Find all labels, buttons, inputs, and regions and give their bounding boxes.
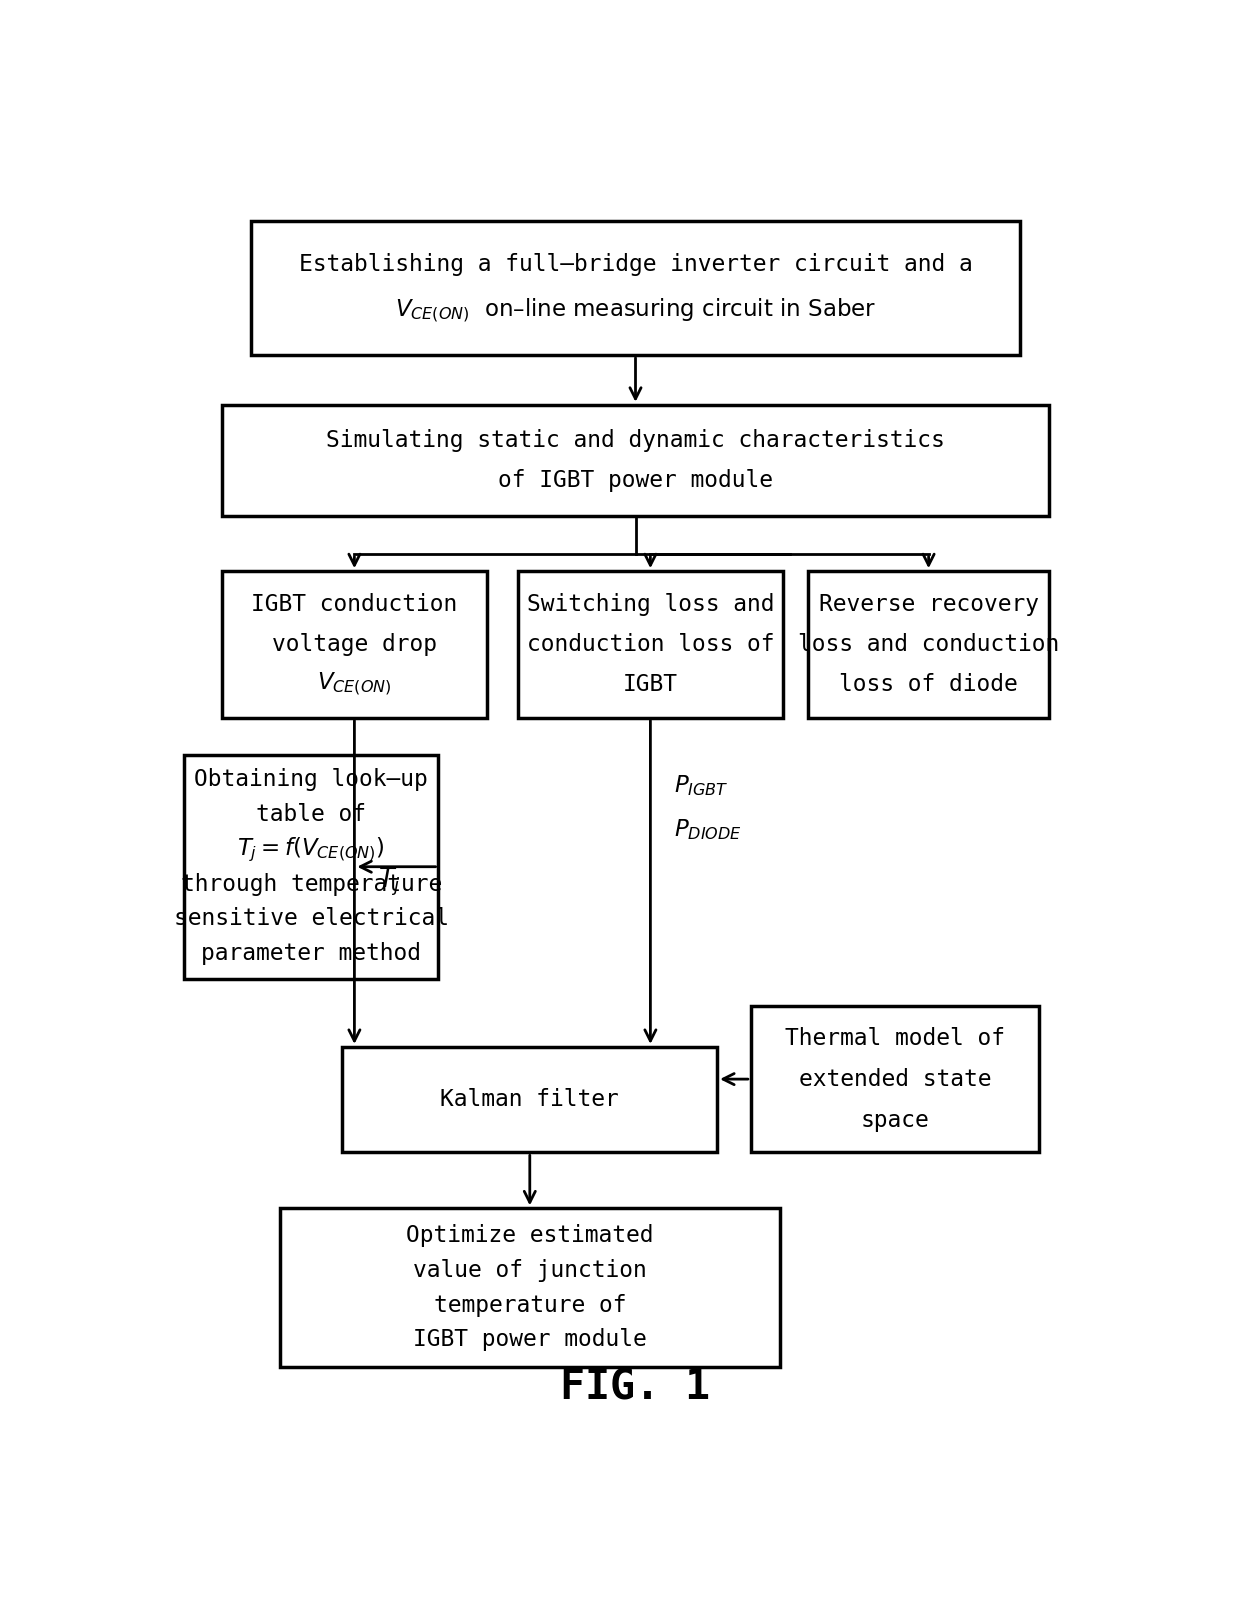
Bar: [184, 755, 439, 979]
Bar: [250, 221, 1021, 355]
Text: $T_j$: $T_j$: [378, 866, 402, 898]
Text: Optimize estimated: Optimize estimated: [405, 1224, 653, 1247]
Text: sensitive electrical: sensitive electrical: [174, 908, 449, 931]
Text: value of junction: value of junction: [413, 1258, 647, 1282]
Bar: [342, 1047, 717, 1152]
Text: $V_{CE(ON)}$  on–line measuring circuit in Saber: $V_{CE(ON)}$ on–line measuring circuit i…: [394, 297, 877, 326]
Text: conduction loss of: conduction loss of: [527, 632, 774, 656]
Bar: [222, 571, 486, 718]
Text: $P_{DIODE}$: $P_{DIODE}$: [675, 818, 743, 842]
Text: parameter method: parameter method: [201, 942, 422, 965]
Text: space: space: [861, 1108, 929, 1132]
Text: IGBT conduction: IGBT conduction: [252, 594, 458, 616]
Text: FIG. 1: FIG. 1: [560, 1366, 711, 1408]
Bar: [222, 405, 1049, 516]
Text: Establishing a full–bridge inverter circuit and a: Establishing a full–bridge inverter circ…: [299, 253, 972, 276]
Text: loss and conduction: loss and conduction: [799, 632, 1059, 656]
Text: of IGBT power module: of IGBT power module: [498, 469, 773, 492]
Text: IGBT: IGBT: [622, 673, 678, 695]
Bar: [751, 1007, 1039, 1152]
Text: loss of diode: loss of diode: [839, 673, 1018, 695]
Text: IGBT power module: IGBT power module: [413, 1329, 647, 1352]
Text: temperature of: temperature of: [434, 1294, 626, 1316]
Text: voltage drop: voltage drop: [272, 632, 436, 656]
Text: Reverse recovery: Reverse recovery: [818, 594, 1039, 616]
Text: $V_{CE(ON)}$: $V_{CE(ON)}$: [317, 671, 392, 698]
Text: $T_j=f(V_{CE(ON)})$: $T_j=f(V_{CE(ON)})$: [237, 836, 386, 863]
Text: Thermal model of: Thermal model of: [785, 1026, 1004, 1050]
Bar: [280, 1208, 780, 1368]
Bar: [808, 571, 1049, 718]
Bar: [518, 571, 782, 718]
Text: Simulating static and dynamic characteristics: Simulating static and dynamic characteri…: [326, 429, 945, 452]
Text: $P_{IGBT}$: $P_{IGBT}$: [675, 774, 729, 798]
Text: extended state: extended state: [799, 1068, 991, 1090]
Text: Kalman filter: Kalman filter: [440, 1089, 619, 1111]
Text: through temperature: through temperature: [181, 873, 441, 895]
Text: table of: table of: [257, 803, 366, 826]
Text: Obtaining look–up: Obtaining look–up: [195, 768, 428, 792]
Text: Switching loss and: Switching loss and: [527, 594, 774, 616]
